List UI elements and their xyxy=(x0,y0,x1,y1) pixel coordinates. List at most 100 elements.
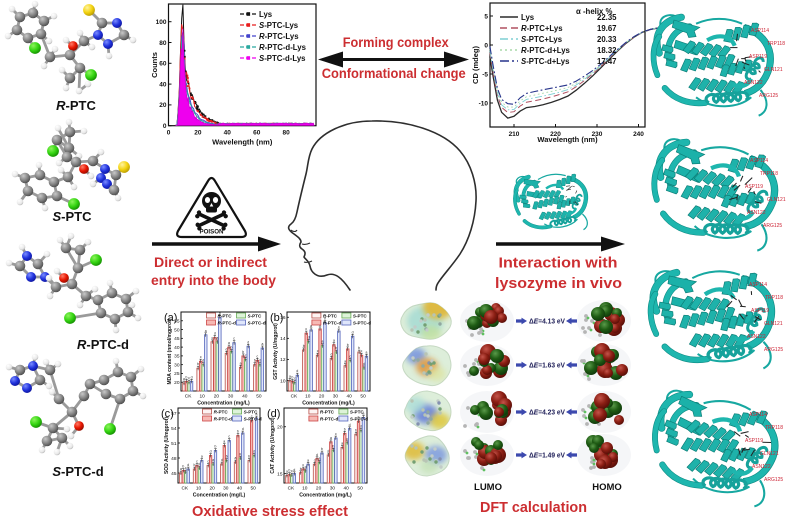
svg-text:c: c xyxy=(245,353,247,357)
svg-text:20: 20 xyxy=(159,102,167,109)
svg-text:d: d xyxy=(247,340,249,344)
svg-text:d: d xyxy=(308,336,310,340)
svg-text:40: 40 xyxy=(344,486,350,492)
svg-text:d: d xyxy=(202,359,204,363)
svg-text:a: a xyxy=(319,457,321,461)
svg-text:S-PTC: S-PTC xyxy=(353,314,367,319)
svg-text:d: d xyxy=(363,362,365,366)
svg-text:R-PTC: R-PTC xyxy=(214,410,229,415)
svg-text:50: 50 xyxy=(174,327,180,333)
svg-text:R-PTC-d: R-PTC-d xyxy=(323,321,342,326)
svg-text:20: 20 xyxy=(277,425,283,431)
svg-text:POISON: POISON xyxy=(199,229,224,236)
svg-text:CD (mdeg): CD (mdeg) xyxy=(471,46,480,84)
svg-text:(c): (c) xyxy=(161,408,174,420)
svg-text:19.67: 19.67 xyxy=(597,24,617,33)
svg-text:c: c xyxy=(207,460,209,464)
svg-text:Wavelength (nm): Wavelength (nm) xyxy=(537,135,598,144)
svg-text:40: 40 xyxy=(347,394,353,400)
svg-text:a: a xyxy=(310,324,312,328)
svg-text:b: b xyxy=(358,346,360,350)
svg-text:lysozyme in vivo: lysozyme in vivo xyxy=(495,275,622,292)
svg-text:40: 40 xyxy=(159,81,167,88)
svg-text:d: d xyxy=(360,425,362,429)
svg-text:60: 60 xyxy=(253,130,261,137)
svg-text:b: b xyxy=(215,445,217,449)
svg-text:ARG125: ARG125 xyxy=(763,223,782,229)
svg-text:R-PTC-d: R-PTC-d xyxy=(218,321,237,326)
svg-text:ARG125: ARG125 xyxy=(764,477,783,483)
svg-text:(b): (b) xyxy=(270,312,283,324)
svg-text:40: 40 xyxy=(237,486,243,492)
svg-text:b: b xyxy=(324,317,326,321)
svg-text:54: 54 xyxy=(171,426,177,432)
svg-text:22.35: 22.35 xyxy=(597,13,617,22)
svg-text:c: c xyxy=(233,337,235,341)
svg-text:R-PTC: R-PTC xyxy=(320,410,335,415)
svg-text:d: d xyxy=(316,453,318,457)
svg-text:S-PTC-Lys: S-PTC-Lys xyxy=(259,21,299,30)
svg-text:ARG125: ARG125 xyxy=(759,93,778,99)
svg-text:c: c xyxy=(294,377,296,381)
svg-text:Lys: Lys xyxy=(259,10,273,19)
svg-text:25: 25 xyxy=(174,371,180,377)
svg-text:R-PTC-d+Lys: R-PTC-d+Lys xyxy=(521,46,571,55)
svg-text:entry into the body: entry into the body xyxy=(151,272,276,288)
svg-text:c: c xyxy=(211,336,213,340)
svg-text:R-PTC-d: R-PTC-d xyxy=(214,417,233,422)
svg-text:Counts: Counts xyxy=(150,52,159,78)
svg-text:50: 50 xyxy=(360,394,366,400)
svg-text:a: a xyxy=(201,455,203,459)
svg-text:a: a xyxy=(180,467,182,471)
svg-text:c: c xyxy=(314,458,316,462)
svg-text:100: 100 xyxy=(156,19,167,26)
svg-text:S-PTC-d: S-PTC-d xyxy=(353,321,371,326)
svg-text:HOMO: HOMO xyxy=(592,482,622,493)
svg-text:a: a xyxy=(256,412,258,416)
svg-text:0: 0 xyxy=(167,130,171,137)
svg-text:Concentration (mg/L): Concentration (mg/L) xyxy=(193,493,246,499)
svg-text:d: d xyxy=(352,330,354,334)
svg-text:c: c xyxy=(302,463,304,467)
svg-text:35: 35 xyxy=(174,354,180,360)
svg-text:ASP114: ASP114 xyxy=(750,158,768,164)
svg-text:LUMO: LUMO xyxy=(474,482,502,493)
svg-text:10: 10 xyxy=(302,486,308,492)
svg-text:40: 40 xyxy=(174,345,180,351)
svg-text:Lys: Lys xyxy=(521,13,535,22)
svg-text:ARG125: ARG125 xyxy=(764,347,783,353)
svg-text:c: c xyxy=(317,349,319,353)
svg-text:b: b xyxy=(291,376,293,380)
svg-text:(d): (d) xyxy=(267,408,280,420)
svg-text:c: c xyxy=(256,354,258,358)
svg-text:(a): (a) xyxy=(164,312,177,324)
svg-text:ASN122: ASN122 xyxy=(744,80,763,86)
svg-text:45: 45 xyxy=(171,471,177,477)
svg-text:ΔE=4.23 eV: ΔE=4.23 eV xyxy=(529,407,565,416)
svg-text:5: 5 xyxy=(484,13,488,20)
svg-text:15: 15 xyxy=(277,471,283,477)
svg-text:d: d xyxy=(253,450,255,454)
svg-text:45: 45 xyxy=(174,336,180,342)
svg-text:55: 55 xyxy=(174,319,180,325)
svg-text:d: d xyxy=(293,468,295,472)
svg-text:Concentration (mg/L): Concentration (mg/L) xyxy=(299,493,352,499)
svg-text:ASN122: ASN122 xyxy=(752,464,771,470)
svg-text:20: 20 xyxy=(174,380,180,386)
svg-text:c: c xyxy=(185,466,187,470)
svg-text:b: b xyxy=(237,430,239,434)
svg-text:S-PTC+Lys: S-PTC+Lys xyxy=(521,35,563,44)
svg-text:S-PTC: S-PTC xyxy=(350,410,364,415)
svg-text:30: 30 xyxy=(333,394,339,400)
svg-text:c: c xyxy=(240,452,242,456)
svg-text:d: d xyxy=(214,332,216,336)
svg-text:R-PTC: R-PTC xyxy=(218,314,233,319)
svg-text:Forming complex: Forming complex xyxy=(343,34,449,50)
svg-text:d: d xyxy=(242,427,244,431)
svg-text:d: d xyxy=(327,449,329,453)
svg-text:ΔE=1.49 eV: ΔE=1.49 eV xyxy=(529,450,565,459)
svg-text:b: b xyxy=(182,465,184,469)
svg-text:a: a xyxy=(344,360,346,364)
svg-text:30: 30 xyxy=(174,362,180,368)
svg-text:d: d xyxy=(210,450,212,454)
